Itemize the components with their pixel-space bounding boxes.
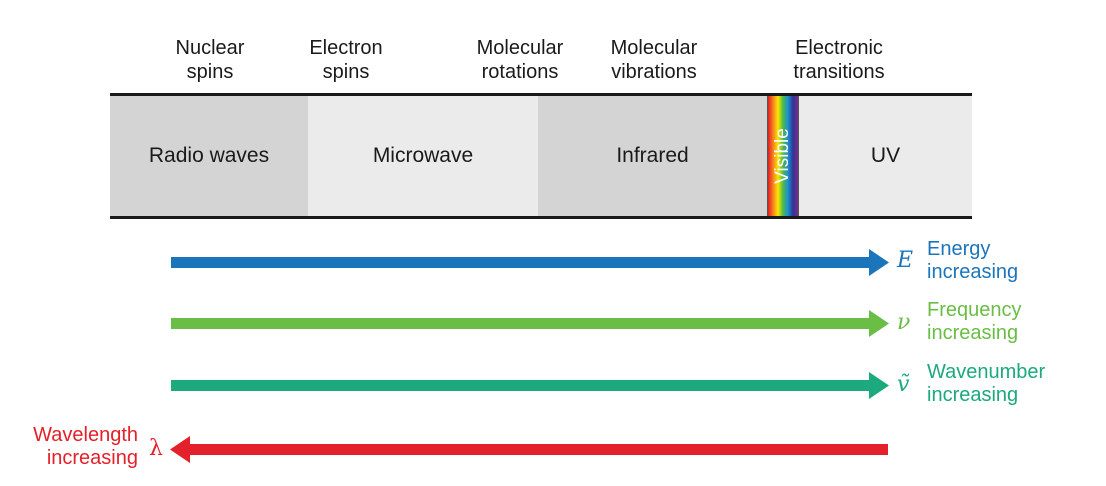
process-line1: Molecular bbox=[610, 37, 698, 59]
region-label: Radio waves bbox=[148, 144, 270, 167]
process-line2: vibrations bbox=[611, 61, 697, 83]
frequency-symbol: ν bbox=[897, 310, 911, 335]
process-line2: spins bbox=[322, 61, 370, 83]
energy-arrow bbox=[171, 249, 889, 276]
energy-label: Energy increasing bbox=[927, 238, 1018, 284]
wavelength-symbol: λ bbox=[149, 436, 163, 461]
process-line2: transitions bbox=[793, 61, 885, 83]
region-label: Microwave bbox=[372, 144, 474, 167]
process-line1: Molecular bbox=[476, 37, 564, 59]
region-microwave: Microwave bbox=[308, 96, 538, 216]
label-line1: Energy bbox=[927, 238, 991, 260]
label-line2: increasing bbox=[927, 261, 1019, 283]
wavenumber-arrow bbox=[171, 372, 889, 399]
process-label-molecular-vibrations: Molecular vibrations bbox=[594, 36, 714, 84]
label-line1: Wavelength bbox=[33, 424, 138, 446]
wavelength-label: Wavelength increasing bbox=[10, 424, 138, 470]
frequency-label: Frequency increasing bbox=[927, 299, 1022, 345]
energy-symbol: E bbox=[897, 248, 914, 273]
process-line1: Nuclear bbox=[175, 37, 245, 59]
process-label-electron-spins: Electron spins bbox=[296, 36, 396, 84]
process-line2: spins bbox=[186, 61, 234, 83]
label-line2: increasing bbox=[927, 384, 1019, 406]
label-line1: Wavenumber bbox=[927, 361, 1046, 383]
label-line1: Frequency bbox=[927, 299, 1022, 321]
process-line1: Electronic bbox=[795, 37, 883, 59]
process-label-nuclear-spins: Nuclear spins bbox=[160, 36, 260, 84]
region-visible: Visible bbox=[767, 96, 799, 216]
process-label-electronic-transitions: Electronic transitions bbox=[774, 36, 904, 84]
process-line2: rotations bbox=[481, 61, 559, 83]
label-line2: increasing bbox=[46, 447, 138, 469]
process-label-molecular-rotations: Molecular rotations bbox=[462, 36, 578, 84]
frequency-arrow bbox=[171, 310, 889, 337]
spectrum-band: Radio waves Microwave Infrared Visible U… bbox=[110, 93, 972, 219]
region-radio-waves: Radio waves bbox=[110, 96, 308, 216]
label-line2: increasing bbox=[927, 322, 1019, 344]
process-line1: Electron bbox=[309, 37, 383, 59]
wavenumber-label: Wavenumber increasing bbox=[927, 361, 1045, 407]
region-infrared: Infrared bbox=[538, 96, 767, 216]
wavelength-arrow bbox=[170, 436, 888, 463]
region-label: Infrared bbox=[616, 144, 689, 167]
wavenumber-symbol: ṽ bbox=[897, 372, 910, 397]
region-uv: UV bbox=[799, 96, 972, 216]
region-label: UV bbox=[870, 144, 901, 167]
